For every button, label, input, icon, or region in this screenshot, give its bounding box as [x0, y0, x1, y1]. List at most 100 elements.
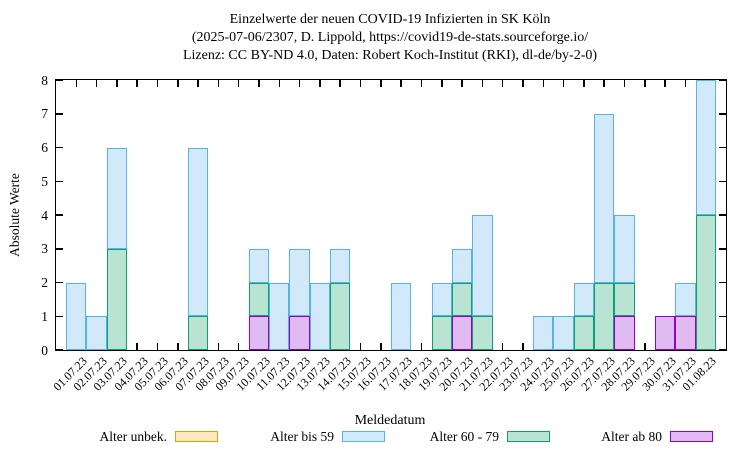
y-tick-label: 7 — [41, 106, 48, 122]
x-tick-top — [644, 80, 646, 87]
y-tick-right — [719, 180, 726, 182]
x-tick-top — [156, 80, 159, 87]
bar-segment — [675, 282, 696, 317]
bar-segment — [614, 316, 635, 350]
x-tick-top — [136, 80, 138, 87]
bar-segment — [431, 316, 452, 350]
bar-segment — [106, 147, 128, 249]
x-tick-top — [380, 80, 382, 87]
bar-segment — [533, 316, 554, 350]
y-tick-label: 4 — [41, 207, 48, 223]
bar-segment — [269, 282, 290, 350]
y-tick-left — [56, 281, 63, 284]
bar-segment — [573, 282, 595, 317]
legend-swatch-a6079 — [507, 431, 550, 442]
x-tick-bottom — [136, 343, 138, 350]
x-tick-bottom — [156, 343, 159, 350]
bar-segment — [431, 282, 452, 317]
y-tick-right — [719, 214, 726, 216]
x-tick-bottom — [177, 343, 179, 350]
y-tick-right — [719, 146, 726, 149]
x-tick-top — [217, 80, 220, 87]
x-tick-top — [319, 80, 321, 87]
x-tick-top — [684, 80, 687, 87]
plot-area — [55, 79, 727, 351]
x-tick-top — [197, 80, 199, 87]
legend-label: Alter unbek. — [99, 429, 167, 444]
x-tick-bottom — [644, 343, 646, 350]
x-tick-top — [562, 80, 565, 87]
y-tick-label: 8 — [41, 72, 48, 88]
y-tick-right — [719, 79, 726, 81]
bar-segment — [106, 248, 128, 350]
x-tick-top — [583, 80, 585, 87]
bar-segment — [66, 282, 87, 350]
bar-segment — [614, 215, 635, 283]
x-tick-top — [258, 80, 260, 87]
x-tick-bottom — [359, 343, 362, 350]
legend-swatch-unbek — [175, 431, 218, 442]
y-tick-label: 3 — [41, 241, 48, 257]
x-tick-top — [278, 80, 281, 87]
y-tick-left — [56, 248, 63, 250]
legend-label: Alter ab 80 — [601, 429, 662, 444]
bar-segment — [451, 316, 473, 350]
bar-segment — [248, 248, 270, 283]
y-tick-right — [719, 315, 726, 317]
x-tick-top — [664, 80, 666, 87]
x-axis-title: Meldedatum — [354, 413, 426, 428]
bar-segment — [451, 248, 473, 283]
bar-segment — [472, 316, 493, 350]
x-tick-bottom — [522, 343, 524, 350]
bar-segment — [248, 316, 270, 350]
y-tick-left — [56, 79, 63, 81]
y-tick-left — [56, 349, 63, 351]
y-tick-right — [719, 113, 726, 115]
x-tick-top — [237, 80, 240, 87]
x-tick-top — [420, 80, 423, 87]
x-tick-bottom — [380, 343, 382, 350]
x-tick-top — [339, 80, 341, 87]
bar-segment — [391, 282, 412, 350]
x-tick-top — [441, 80, 443, 87]
x-tick-top — [542, 80, 545, 87]
bar-segment — [86, 316, 107, 350]
y-tick-label: 0 — [41, 342, 48, 358]
bar-segment — [594, 282, 615, 350]
y-tick-left — [56, 214, 63, 216]
x-tick-top — [116, 80, 118, 87]
x-tick-top — [481, 80, 484, 87]
bar-segment — [187, 147, 209, 317]
title-line-1: Einzelwerte der neuen COVID-19 Infiziert… — [229, 12, 551, 27]
x-tick-top — [298, 80, 301, 87]
y-tick-label: 5 — [41, 173, 48, 189]
bar-segment — [654, 316, 676, 350]
x-tick-bottom — [217, 343, 220, 350]
x-tick-top — [400, 80, 402, 87]
x-tick-top — [603, 80, 605, 87]
y-tick-label: 6 — [41, 140, 48, 155]
bar-segment — [695, 80, 716, 215]
y-tick-label: 2 — [41, 275, 48, 290]
bar-segment — [695, 215, 716, 350]
x-tick-top — [75, 80, 78, 87]
bar-segment — [451, 282, 473, 317]
legend-swatch-ab80 — [670, 431, 713, 442]
bar-segment — [472, 215, 493, 317]
y-tick-left — [56, 146, 63, 149]
x-tick-top — [95, 80, 98, 87]
legend-label: Alter 60 - 79 — [429, 429, 499, 444]
bar-segment — [330, 282, 351, 350]
bar-segment — [289, 248, 310, 317]
legend-swatch-bis59 — [342, 431, 385, 442]
x-tick-bottom — [237, 343, 240, 350]
y-tick-right — [719, 281, 726, 284]
y-tick-label: 1 — [41, 308, 48, 324]
y-tick-left — [56, 113, 63, 115]
y-tick-left — [56, 315, 63, 317]
y-tick-right — [719, 248, 726, 250]
bar-segment — [594, 113, 615, 283]
legend-label: Alter bis 59 — [270, 429, 334, 444]
x-tick-top — [461, 80, 463, 87]
